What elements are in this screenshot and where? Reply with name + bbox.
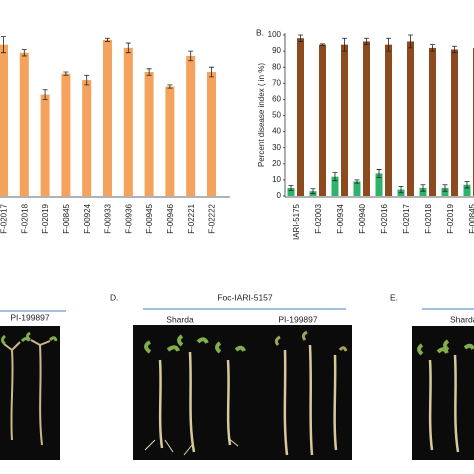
x-tick-label: IARI-5175 <box>292 203 301 240</box>
error-bar <box>167 84 173 89</box>
error-bar <box>1 36 6 54</box>
x-tick-label: F-00924 <box>83 203 92 233</box>
caption: Sharda <box>450 314 474 324</box>
error-bar <box>364 37 369 46</box>
photo <box>133 325 352 460</box>
error-bar <box>146 68 152 76</box>
bar <box>297 38 304 196</box>
y-tick-label: 80 <box>272 62 281 71</box>
x-tick-label: F-02019 <box>41 203 50 233</box>
bar <box>103 39 112 196</box>
bar <box>207 72 216 196</box>
y-tick-label: 100 <box>268 30 282 39</box>
strain-label: Foc-IARI-5157 <box>217 292 273 302</box>
bar <box>429 47 436 196</box>
bar <box>451 49 458 196</box>
y-tick-label: 10 <box>272 175 281 184</box>
photo <box>412 326 474 460</box>
x-tick-label: F-00946 <box>166 203 175 233</box>
error-bar <box>209 66 214 78</box>
y-tick-label: 70 <box>272 78 281 87</box>
x-tick-label: F-02003 <box>314 203 323 233</box>
error-bar <box>398 185 404 194</box>
y-axis-title: Percent disease index ( in %) <box>257 63 266 167</box>
bar <box>123 47 133 196</box>
error-bar <box>84 74 90 86</box>
bar <box>407 41 414 196</box>
error-bar <box>320 43 325 46</box>
error-bar <box>464 181 470 189</box>
x-tick-label: F-00940 <box>358 203 367 233</box>
x-tick-label: F-02222 <box>208 203 217 233</box>
bar <box>331 176 339 196</box>
panel-label: D. <box>110 292 119 302</box>
error-bar <box>310 188 316 194</box>
error-bar <box>288 185 294 191</box>
y-tick-label: 50 <box>272 111 281 120</box>
error-bar <box>430 44 435 52</box>
bar <box>165 86 175 196</box>
bar <box>61 73 71 196</box>
error-bar <box>125 42 131 54</box>
error-bar <box>354 179 360 184</box>
photo <box>0 326 60 460</box>
error-bar <box>386 37 391 52</box>
error-bar <box>420 184 426 192</box>
bar <box>19 52 29 197</box>
y-tick-label: 60 <box>272 95 281 104</box>
bar <box>0 44 8 196</box>
caption: PI-199897 <box>278 314 317 324</box>
error-bar <box>21 49 27 57</box>
bar <box>82 80 92 196</box>
error-bar <box>63 71 69 76</box>
y-tick-label: 40 <box>272 127 281 136</box>
bar <box>419 187 427 196</box>
x-tick-label: F-02016 <box>380 203 389 233</box>
error-bar <box>452 45 457 54</box>
bar <box>341 44 348 196</box>
caption: PI-199897 <box>10 312 49 322</box>
y-tick-label: 90 <box>272 46 281 55</box>
x-tick-label: F-02017 <box>402 203 411 233</box>
bar <box>319 44 326 196</box>
x-tick-label: F-02019 <box>446 203 455 233</box>
x-tick-label: F-00936 <box>124 203 133 233</box>
x-tick-label: F-00945 <box>145 203 154 233</box>
error-bar <box>298 34 303 42</box>
error-bar <box>376 169 382 178</box>
y-tick-label: 30 <box>272 143 281 152</box>
bar <box>40 94 50 196</box>
bar <box>375 173 383 196</box>
bar <box>441 187 449 196</box>
bar <box>186 55 196 197</box>
bar <box>287 187 295 196</box>
error-bar <box>442 184 448 192</box>
y-tick-label: 20 <box>272 159 281 168</box>
x-tick-label: F-02017 <box>0 203 9 233</box>
error-bar <box>188 50 194 62</box>
bar <box>463 184 471 196</box>
x-tick-label: F-00845 <box>62 203 71 233</box>
x-tick-label: F-00845 <box>468 203 474 233</box>
x-tick-label: F-02018 <box>20 203 29 233</box>
error-bar <box>408 34 413 49</box>
bar <box>144 72 154 196</box>
x-tick-label: F-00934 <box>336 203 345 233</box>
x-tick-label: F-02221 <box>187 203 196 233</box>
error-bar <box>42 89 48 100</box>
x-tick-label: F-02018 <box>424 203 433 233</box>
x-tick-label: F-00933 <box>104 203 113 233</box>
y-tick-label: 0 <box>277 191 282 200</box>
caption: Sharda <box>166 314 194 324</box>
bar <box>353 181 361 196</box>
panel-label: E. <box>390 292 398 302</box>
error-bar <box>105 37 110 42</box>
error-bar <box>342 37 347 52</box>
bar <box>385 44 392 196</box>
panel-label: B. <box>256 27 264 37</box>
bar <box>363 41 370 196</box>
error-bar <box>332 172 338 182</box>
